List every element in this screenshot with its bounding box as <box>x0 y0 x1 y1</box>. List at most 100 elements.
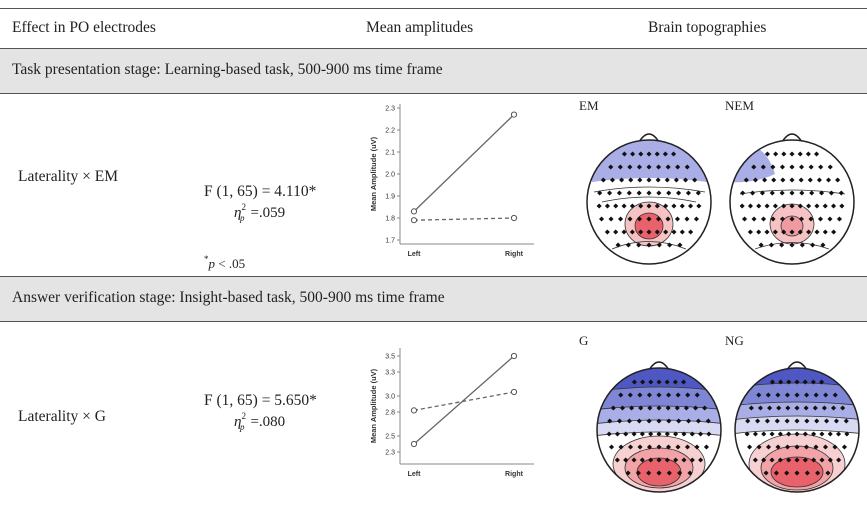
data-point <box>410 217 418 224</box>
electrode-dot <box>789 229 795 235</box>
electrode-dot <box>621 229 627 235</box>
electrode-dot <box>789 190 795 196</box>
brain-topography-em <box>586 133 712 265</box>
mean-amplitude-chart-1: 2.3 2.2 2.1 2.0 1.9 1.8 1.7 Left Right Mean Ampli… <box>369 104 534 258</box>
section-rule-2 <box>0 321 867 322</box>
electrode-dot <box>656 470 662 476</box>
electrode-dot <box>640 379 646 385</box>
electrode-dot <box>676 418 682 424</box>
electrode-dot <box>646 242 652 248</box>
electrode-dot <box>789 177 795 183</box>
y-tick-label: 3.0 <box>385 394 395 401</box>
x-tick-label: Left <box>408 251 422 258</box>
electrode-dot <box>656 431 662 437</box>
y-tick-label: 2.5 <box>385 434 395 441</box>
electrode-dot <box>646 164 652 170</box>
electrode-dot <box>794 379 800 385</box>
x-tick-label: Left <box>408 471 422 478</box>
electrode-dot <box>822 203 828 209</box>
top-rule <box>0 8 867 9</box>
section-band-1 <box>0 49 867 93</box>
electrode-dot <box>794 418 800 424</box>
electrode-dot <box>646 177 652 183</box>
electrode-dot <box>689 431 695 437</box>
section-title-1: Task presentation stage: Learning-based … <box>12 61 443 78</box>
electrode-dot <box>631 457 637 463</box>
topo-label-ng: NG <box>725 333 744 348</box>
y-tick-label: 3.5 <box>385 354 395 361</box>
electrode-dot <box>794 470 800 476</box>
electrode-dot <box>778 379 784 385</box>
header-mean-amplitudes: Mean amplitudes <box>366 19 474 36</box>
y-axis-label: Mean Amplitude (uV) <box>369 368 378 443</box>
electrode-dot <box>839 203 845 209</box>
electrode-dot <box>789 216 795 222</box>
section-title-2: Answer verification stage: Insight-based… <box>12 289 445 306</box>
topo-label-g: G <box>579 333 589 348</box>
y-tick-label: 1.9 <box>385 194 395 201</box>
significance-note: *p < .05 <box>204 254 246 271</box>
electrode-dot <box>663 203 669 209</box>
electrode-dot <box>646 229 652 235</box>
y-tick-label: 2.1 <box>385 150 395 157</box>
electrode-dot <box>665 216 671 222</box>
electrode-dot <box>675 444 681 450</box>
y-tick-label: 2.8 <box>385 410 395 417</box>
electrode-dot <box>646 190 652 196</box>
electrode-dot <box>789 242 795 248</box>
mean-amplitude-chart-2: 3.5 3.3 3.0 2.8 2.5 2.3 Left Right Mean Amplitud… <box>369 348 534 478</box>
electrode-dot <box>655 216 662 222</box>
series-line-2 <box>413 391 515 412</box>
y-tick-label: 1.7 <box>385 238 395 245</box>
y-tick-label: 2.3 <box>385 106 395 113</box>
x-tick-label: Right <box>505 471 524 478</box>
brain-topography-ng <box>734 361 860 493</box>
data-point <box>510 388 518 396</box>
brain-topography-nem <box>729 133 855 265</box>
electrode-dot <box>806 203 812 209</box>
electrode-dot <box>813 444 819 450</box>
electrode-dot <box>666 418 672 424</box>
series-line-1 <box>413 355 515 445</box>
electrode-dot <box>665 444 672 450</box>
electrode-dot <box>646 216 652 222</box>
electrode-dot <box>789 203 795 209</box>
electrode-dot <box>656 444 662 450</box>
electrode-dot <box>756 392 762 398</box>
electrode-dot <box>804 418 810 424</box>
electrode-dot <box>827 431 833 437</box>
electrode-dot <box>656 392 662 398</box>
electrode-dot <box>646 151 652 157</box>
electrode-dot <box>646 203 652 209</box>
data-point <box>510 111 518 118</box>
electrode-dot <box>808 216 814 222</box>
section-rule-2-top <box>0 276 867 277</box>
electrode-dot <box>789 164 795 170</box>
topo-label-em: EM <box>579 98 599 113</box>
electrode-dot <box>820 242 826 248</box>
y-tick-label: 1.8 <box>385 216 395 223</box>
y-tick-label: 3.3 <box>385 370 395 377</box>
header-effect: Effect in PO electrodes <box>12 19 156 36</box>
electrode-dot <box>608 164 614 170</box>
header-rule <box>0 48 867 49</box>
data-point <box>410 440 418 448</box>
eta-squared-1: η2p =.059 <box>234 202 286 223</box>
series-line-1 <box>413 114 515 212</box>
electrode-dot <box>656 379 662 385</box>
effect-label-1: Laterality × EM <box>18 168 118 185</box>
electrode-dot <box>679 203 685 209</box>
y-tick-label: 2.0 <box>385 172 395 179</box>
electrode-dot <box>677 242 683 248</box>
electrode-dot <box>769 457 775 463</box>
brain-topography-g <box>596 361 722 493</box>
eta-squared-2: η2p =.080 <box>234 411 286 432</box>
electrode-dot <box>630 151 636 157</box>
topo-label-nem: NEM <box>725 98 754 113</box>
electrode-dot <box>656 190 662 196</box>
electrode-dot <box>794 405 800 411</box>
data-point <box>410 407 418 414</box>
electrode-dot <box>799 190 805 196</box>
f-statistic-2: F (1, 65) = 5.650* <box>204 392 317 409</box>
electrode-dot <box>794 431 800 437</box>
